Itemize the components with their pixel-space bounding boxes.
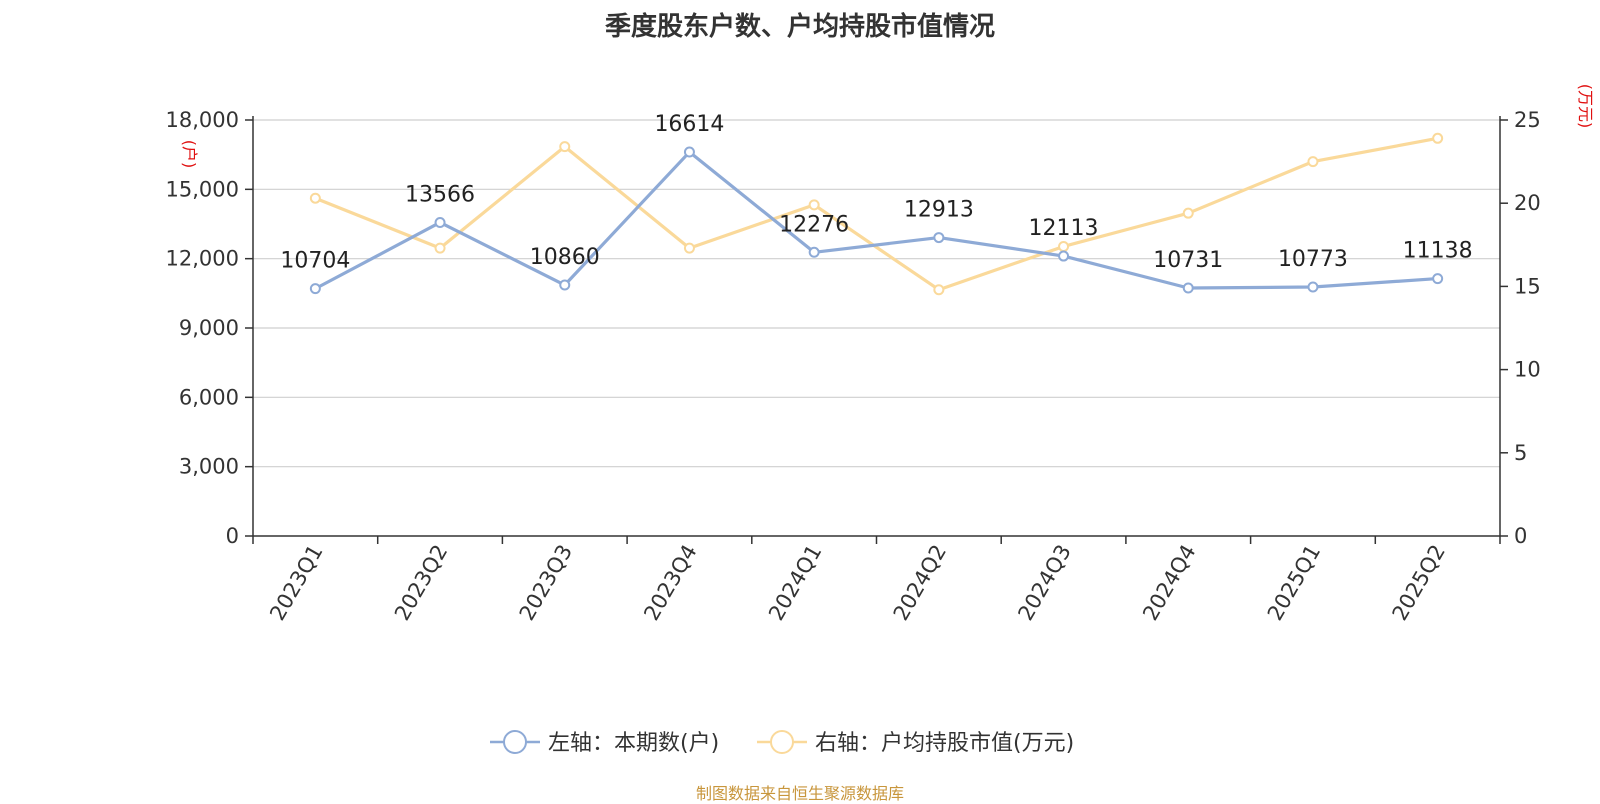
data-point-avg-market-value (933, 284, 945, 296)
chart-title: 季度股东户数、户均持股市值情况 (604, 12, 995, 42)
data-point-avg-market-value (1307, 156, 1319, 168)
x-axis-category-label: 2024Q3 (1013, 541, 1075, 625)
data-point-shareholders (683, 146, 695, 158)
right-axis-tick-label: 10 (1514, 358, 1541, 382)
right-axis-tick-label: 5 (1514, 441, 1527, 465)
data-label: 12276 (779, 212, 849, 237)
data-point-shareholders (1182, 282, 1194, 294)
right-axis-tick-label: 15 (1514, 274, 1541, 298)
series (309, 132, 1444, 296)
data-label: 10731 (1153, 248, 1223, 273)
legend-item: 右轴：户均持股市值(万元) (757, 730, 1074, 756)
data-label: 13566 (405, 182, 475, 207)
right-axis-tick-label: 0 (1514, 524, 1527, 548)
x-axis-category-label: 2024Q4 (1138, 541, 1200, 625)
data-point-avg-market-value (309, 192, 321, 204)
data-point-avg-market-value (808, 199, 820, 211)
legend: 左轴：本期数(户) 右轴：户均持股市值(万元) (490, 730, 1074, 756)
data-point-shareholders (1058, 250, 1070, 262)
data-labels: 10704 13566 10860 16614 12276 12913 12113 10731… (280, 112, 1472, 274)
data-point-avg-market-value (683, 242, 695, 254)
left-axis-tick-label: 0 (226, 524, 239, 548)
left-axis-tick-label: 9,000 (179, 316, 239, 340)
data-label: 12113 (1029, 216, 1099, 241)
data-label: 10773 (1278, 247, 1348, 272)
left-axis-unit: (户) (180, 140, 199, 169)
left-axis-tick-label: 3,000 (179, 455, 239, 479)
right-axis-tick-label: 25 (1514, 108, 1541, 132)
grid-lines (253, 119, 1500, 468)
axes: 0 3,000 6,000 9,000 12,000 15,000 18,000 0 5 10 15… (166, 84, 1595, 625)
legend-label: 右轴：户均持股市值(万元) (815, 731, 1074, 756)
data-point-shareholders (933, 232, 945, 244)
legend-marker-swatch (770, 730, 794, 754)
data-point-avg-market-value (434, 242, 446, 254)
x-axis-category-label: 2023Q1 (265, 541, 327, 625)
series-line-shareholders (314, 150, 1438, 291)
x-axis-category-label: 2023Q4 (639, 541, 701, 625)
data-point-shareholders (1432, 273, 1444, 285)
left-axis-tick-label: 6,000 (179, 385, 239, 409)
data-point-shareholders (309, 283, 321, 295)
data-label: 12913 (904, 198, 974, 223)
data-label: 10704 (280, 249, 350, 274)
data-label: 16614 (654, 112, 724, 137)
data-point-avg-market-value (1432, 132, 1444, 144)
left-axis-tick-label: 18,000 (166, 108, 239, 132)
x-axis-category-label: 2024Q2 (889, 541, 951, 625)
data-point-shareholders (559, 279, 571, 291)
data-point-avg-market-value (1182, 207, 1194, 219)
data-point-shareholders (434, 216, 446, 228)
x-axis-category-label: 2023Q2 (390, 541, 452, 625)
right-axis-unit: (万元) (1576, 84, 1595, 129)
data-label: 11138 (1403, 239, 1473, 264)
data-label: 10860 (530, 245, 600, 270)
left-axis-tick-label: 15,000 (166, 177, 239, 201)
legend-label: 左轴：本期数(户) (548, 731, 719, 756)
source-note: 制图数据来自恒生聚源数据库 (695, 784, 904, 803)
series-line-avg-market-value (314, 136, 1438, 292)
legend-marker-swatch (503, 730, 527, 754)
x-axis-category-label: 2023Q3 (515, 541, 577, 625)
data-point-shareholders (1307, 281, 1319, 293)
x-axis-category-label: 2025Q1 (1263, 541, 1325, 625)
right-axis-tick-label: 20 (1514, 191, 1541, 215)
legend-item: 左轴：本期数(户) (490, 730, 719, 756)
data-point-avg-market-value (1058, 240, 1070, 252)
x-axis-category-label: 2025Q2 (1388, 541, 1450, 625)
data-point-shareholders (808, 246, 820, 258)
left-axis-tick-label: 12,000 (166, 247, 239, 271)
x-axis-category-label: 2024Q1 (764, 541, 826, 625)
data-point-avg-market-value (559, 141, 571, 153)
